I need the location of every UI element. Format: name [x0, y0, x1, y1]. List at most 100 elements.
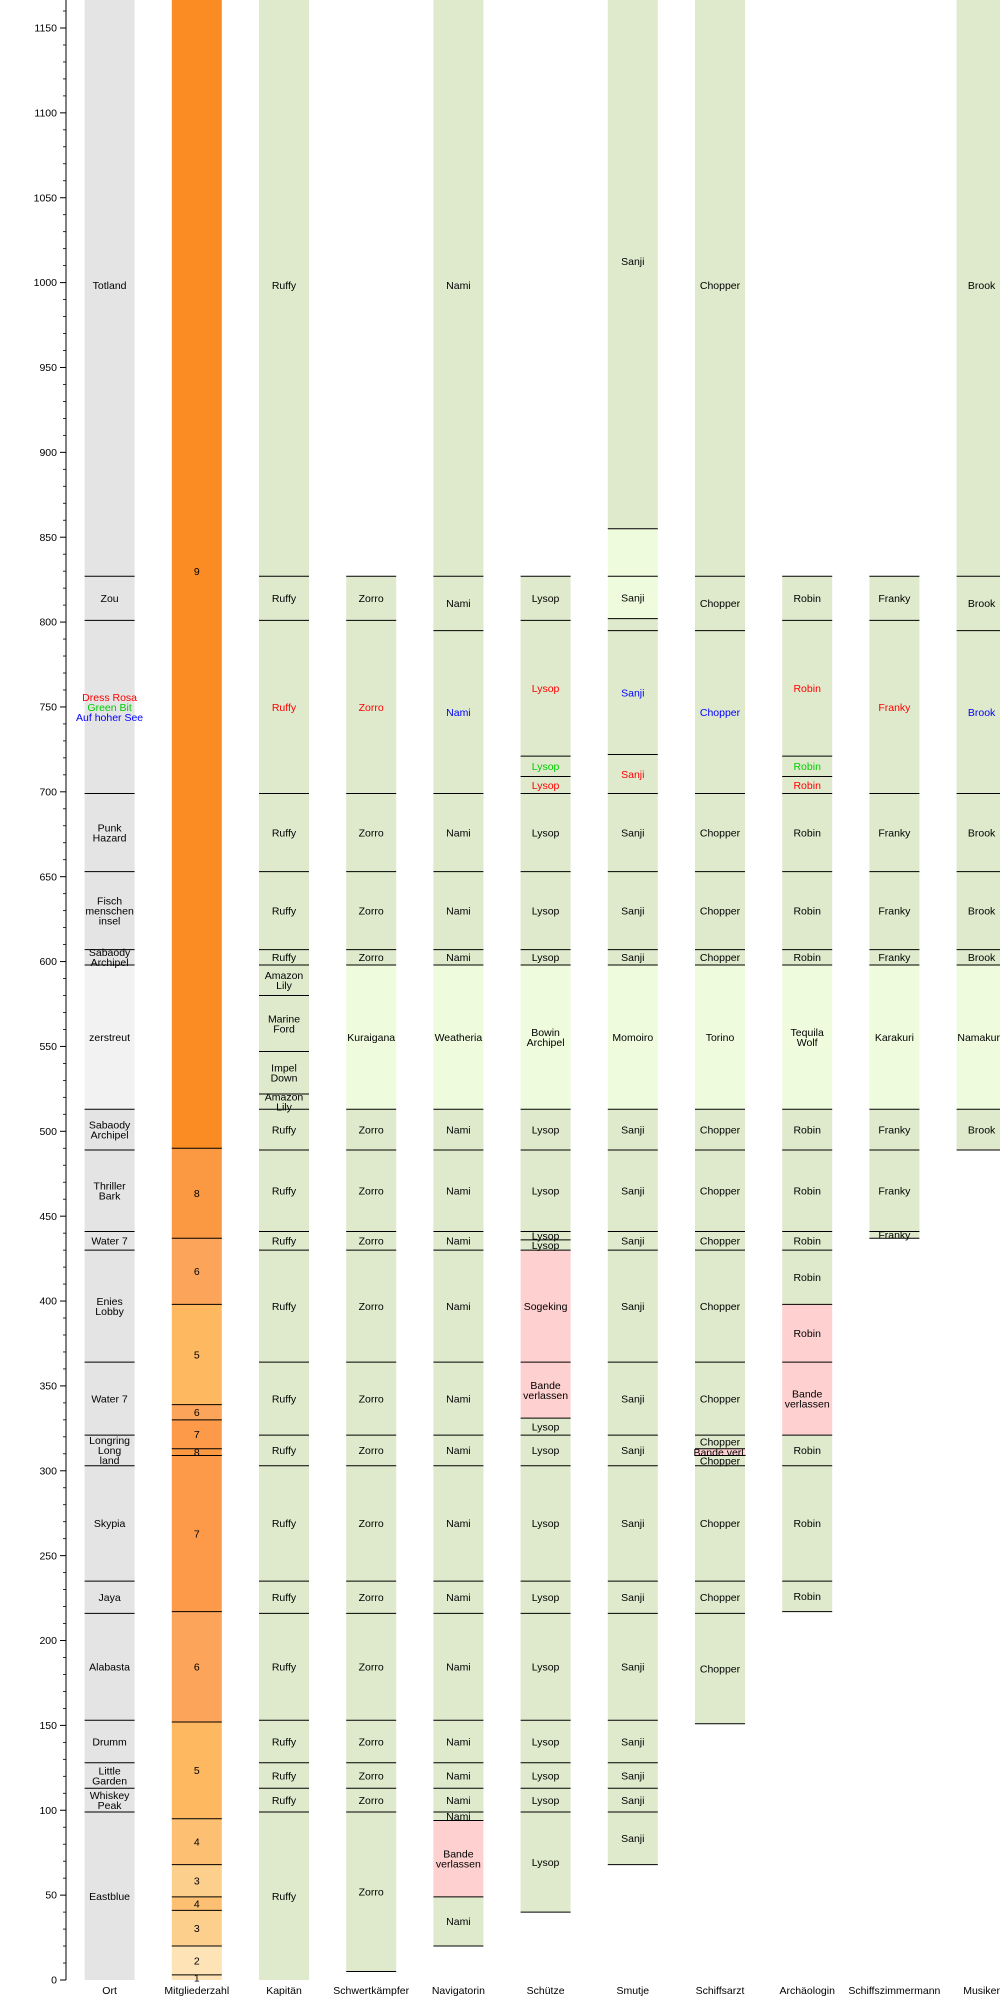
segment-label-schiffsarzt-12: Chopper	[700, 952, 741, 964]
segment-musiker-7	[956, 0, 1000, 577]
segment-label-schuetze-19: Lysop	[532, 780, 560, 792]
segment-label-kapitaen-0: Ruffy	[272, 1891, 297, 1903]
segment-label-musiker-6: Brook	[968, 598, 996, 610]
segment-schuetze-21	[520, 620, 571, 757]
segment-schwertkaempfer-7	[346, 1435, 397, 1466]
segment-ort-19	[84, 0, 135, 577]
segment-label-mitgliederzahl-0: 1	[194, 1972, 200, 1984]
segment-label-mitgliederzahl-14: 8	[194, 1188, 200, 1200]
segment-smutje-16	[607, 793, 658, 872]
segment-kapitaen-3	[259, 1720, 309, 1763]
segment-schwertkaempfer-2	[346, 1762, 397, 1789]
segment-label-schiffsarzt-9: Chopper	[700, 1186, 741, 1198]
segment-navigatorin-12	[433, 1231, 484, 1251]
segment-mitgliederzahl-1	[171, 1946, 222, 1975]
segment-label-archaeologin-10: Robin	[793, 952, 821, 964]
segment-label-schuetze-6: Lysop	[532, 1518, 560, 1530]
segment-label-navigatorin-10: Nami	[446, 1393, 471, 1405]
segment-kapitaen-12	[259, 1109, 309, 1150]
segment-kapitaen-14	[259, 1051, 309, 1094]
segment-smutje-12	[607, 1109, 658, 1150]
segment-archaeologin-9	[782, 964, 833, 1110]
segment-schiffszimmermann-0	[869, 1231, 920, 1239]
segment-kapitaen-9	[259, 1250, 309, 1363]
segment-label-schuetze-11: Lysop	[532, 1240, 560, 1252]
segment-navigatorin-15	[433, 964, 484, 1110]
segment-label-schwertkaempfer-14: Zorro	[359, 952, 384, 964]
segment-navigatorin-19	[433, 630, 484, 794]
segment-label-schwertkaempfer-12: Zorro	[359, 1124, 384, 1136]
segment-label-kapitaen-2: Ruffy	[272, 1770, 297, 1782]
segment-schwertkaempfer-3	[346, 1720, 397, 1763]
y-tick-label-700: 700	[39, 786, 57, 798]
segment-ort-16	[84, 793, 135, 872]
segment-archaeologin-7	[782, 1149, 833, 1232]
segment-ort-2	[84, 1762, 135, 1789]
segment-label-navigatorin-1: Bande verlassen	[436, 1848, 481, 1870]
segment-musiker-5	[956, 630, 1000, 794]
segment-label-ort-2: Little Garden	[92, 1765, 127, 1787]
segment-label-navigatorin-8: Nami	[446, 1518, 471, 1530]
segment-label-smutje-20: Sanji	[621, 592, 644, 604]
segment-label-ort-0: Eastblue	[89, 1891, 130, 1903]
segment-label-archaeologin-5: Robin	[793, 1272, 821, 1284]
segment-label-smutje-12: Sanji	[621, 1124, 644, 1136]
segment-archaeologin-13	[782, 776, 833, 794]
segment-schuetze-17	[520, 871, 571, 950]
y-tick-label-1050: 1050	[34, 192, 58, 204]
segment-kapitaen-10	[259, 1231, 309, 1251]
segment-navigatorin-14	[433, 1109, 484, 1150]
segment-schuetze-1	[520, 1788, 571, 1812]
segment-label-schiffsarzt-3: Chopper	[700, 1455, 741, 1467]
x-label-navigatorin: Navigatorin	[432, 1985, 485, 1997]
segment-label-kapitaen-21: Ruffy	[272, 593, 297, 605]
segment-label-schwertkaempfer-6: Zorro	[359, 1518, 384, 1530]
segment-label-archaeologin-3: Bande verlassen	[785, 1388, 830, 1410]
segment-label-kapitaen-8: Ruffy	[272, 1393, 297, 1405]
segment-smutje-13	[607, 964, 658, 1110]
segment-schwertkaempfer-8	[346, 1362, 397, 1436]
y-tick-label-1000: 1000	[34, 277, 58, 289]
segment-label-schuetze-21: Lysop	[532, 683, 560, 695]
segment-schiffsarzt-6	[695, 1362, 745, 1436]
segment-label-archaeologin-16: Robin	[793, 593, 821, 605]
segment-smutje-8	[607, 1362, 658, 1436]
segment-label-mitgliederzahl-6: 5	[194, 1765, 200, 1777]
segment-label-navigatorin-17: Nami	[446, 905, 471, 917]
segment-archaeologin-14	[782, 756, 833, 777]
segment-label-navigatorin-5: Nami	[446, 1736, 471, 1748]
segment-label-smutje-3: Sanji	[621, 1736, 644, 1748]
segment-label-schiffsarzt-1: Chopper	[700, 1592, 741, 1604]
segment-label-schiffsarzt-4: Bande verl.	[693, 1447, 746, 1459]
y-tick-label-550: 550	[39, 1041, 57, 1053]
segment-ort-10	[84, 1231, 135, 1251]
segment-mitgliederzahl-2	[171, 1910, 222, 1947]
segment-ort-14	[84, 949, 135, 965]
y-tick-label-650: 650	[39, 871, 57, 883]
segment-ort-13	[84, 964, 135, 1110]
segment-label-schwertkaempfer-1: Zorro	[359, 1795, 384, 1807]
segment-musiker-1	[956, 964, 1000, 1110]
segment-label-schwertkaempfer-13: Kuraigana	[347, 1032, 395, 1044]
segment-label-musiker-3: Brook	[968, 905, 996, 917]
segment-label-smutje-6: Sanji	[621, 1518, 644, 1530]
segment-label-ort-4: Alabasta	[89, 1662, 130, 1674]
segment-label-schwertkaempfer-15: Zorro	[359, 905, 384, 917]
segment-musiker-0	[956, 1109, 1000, 1150]
segment-schuetze-20	[520, 756, 571, 777]
segment-label-kapitaen-7: Ruffy	[272, 1445, 297, 1457]
segment-schuetze-6	[520, 1465, 571, 1582]
segment-navigatorin-18	[433, 793, 484, 872]
segment-archaeologin-15	[782, 620, 833, 757]
segment-navigatorin-1	[433, 1820, 484, 1897]
segment-kapitaen-8	[259, 1362, 309, 1436]
segment-label-ort-15: Fisch menschen insel	[85, 895, 134, 927]
segment-label-schwertkaempfer-17: Zorro	[359, 702, 384, 714]
segment-label-schwertkaempfer-0: Zorro	[359, 1887, 384, 1899]
segment-schuetze-12	[520, 1231, 571, 1240]
segment-label-schuetze-14: Lysop	[532, 1124, 560, 1136]
segment-kapitaen-22	[259, 0, 309, 577]
segment-label-kapitaen-5: Ruffy	[272, 1592, 297, 1604]
segment-schuetze-9	[520, 1362, 571, 1419]
segment-label-ort-13: zerstreut	[89, 1032, 130, 1044]
